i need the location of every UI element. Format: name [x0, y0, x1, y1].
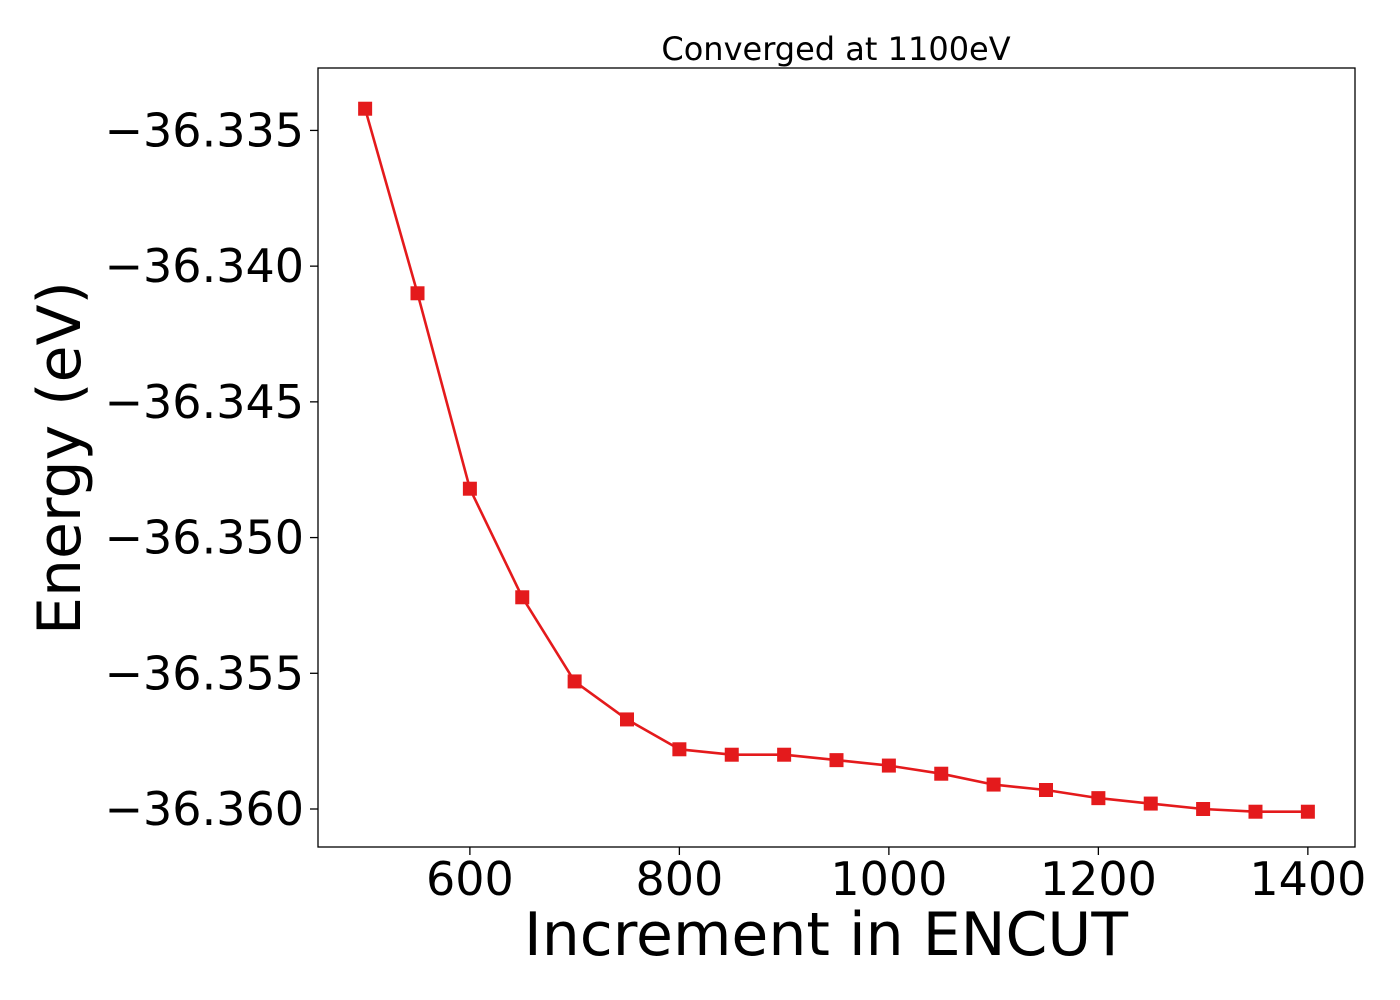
x-axis-label: Increment in ENCUT — [524, 900, 1128, 970]
series-layer — [358, 101, 1315, 819]
data-point-marker — [777, 747, 792, 762]
data-point-marker — [620, 712, 635, 727]
x-axis-ticks: 600 800 1000 1200 1400 — [426, 847, 1366, 906]
data-point-marker — [567, 674, 582, 689]
data-point-marker — [986, 777, 1001, 792]
y-tick-label: −36.355 — [105, 646, 305, 700]
y-tick-label: −36.335 — [105, 103, 305, 157]
x-tick-label: 1000 — [830, 852, 947, 906]
x-tick-label: 1400 — [1249, 852, 1366, 906]
data-point-marker — [410, 286, 425, 301]
x-tick-label: 800 — [635, 852, 723, 906]
data-point-marker — [724, 747, 739, 762]
plot-area — [317, 67, 1356, 848]
y-tick-label: −36.345 — [105, 375, 305, 429]
y-tick-label: −36.360 — [105, 782, 305, 836]
data-point-marker — [829, 753, 844, 768]
data-point-marker — [358, 101, 373, 116]
data-point-marker — [1248, 804, 1263, 819]
data-point-marker — [672, 742, 687, 757]
data-point-marker — [515, 590, 530, 605]
data-point-marker — [1091, 791, 1106, 806]
x-tick-label: 1200 — [1040, 852, 1157, 906]
y-tick-label: −36.340 — [105, 239, 305, 293]
data-point-marker — [881, 758, 896, 773]
data-point-marker — [1196, 802, 1211, 816]
y-axis-ticks: −36.335 −36.340 −36.345 −36.350 −36.355 −36.3… — [105, 103, 318, 836]
data-point-marker — [934, 766, 949, 781]
data-point-marker — [462, 481, 477, 496]
data-point-marker — [1300, 804, 1315, 819]
y-axis-label: Energy (eV) — [25, 281, 95, 635]
x-tick-label: 600 — [426, 852, 514, 906]
data-point-marker — [1038, 783, 1053, 797]
y-tick-label: −36.350 — [105, 511, 305, 565]
chart-title: Converged at 1100eV — [661, 30, 1010, 68]
data-point-marker — [1143, 796, 1158, 811]
